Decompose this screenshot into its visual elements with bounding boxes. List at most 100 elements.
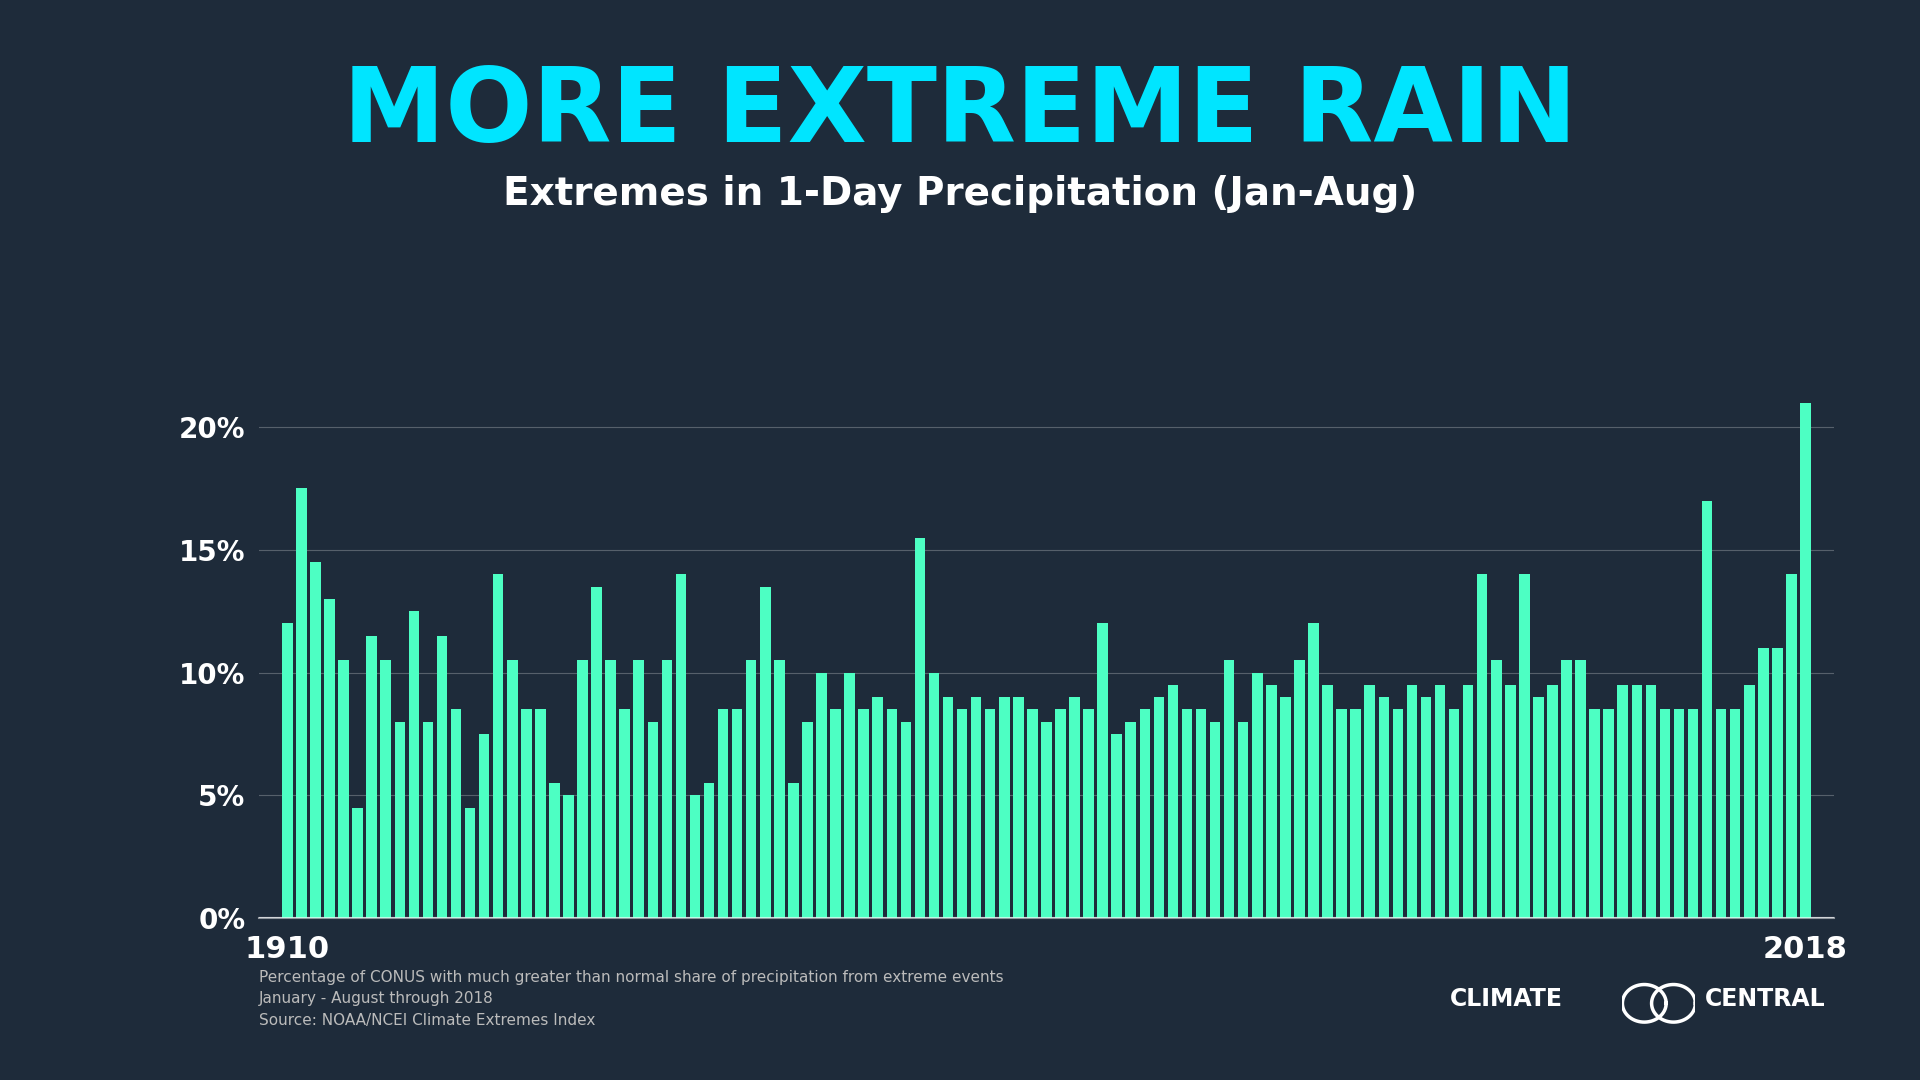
Bar: [1336, 710, 1346, 918]
Bar: [1561, 660, 1572, 918]
Bar: [436, 636, 447, 918]
Bar: [900, 721, 912, 918]
Bar: [1196, 710, 1206, 918]
Text: CENTRAL: CENTRAL: [1705, 987, 1826, 1011]
Bar: [1125, 721, 1137, 918]
Bar: [1379, 697, 1388, 918]
Bar: [1659, 710, 1670, 918]
Bar: [1534, 697, 1544, 918]
Bar: [338, 660, 349, 918]
Bar: [718, 710, 728, 918]
Bar: [816, 673, 828, 918]
Bar: [972, 697, 981, 918]
Bar: [1098, 623, 1108, 918]
Bar: [845, 673, 854, 918]
Bar: [1674, 710, 1684, 918]
Bar: [956, 710, 968, 918]
Bar: [296, 488, 307, 918]
Bar: [1083, 710, 1094, 918]
Bar: [1056, 710, 1066, 918]
Bar: [647, 721, 659, 918]
Bar: [1730, 710, 1740, 918]
Bar: [1463, 685, 1473, 918]
Bar: [520, 710, 532, 918]
Bar: [282, 623, 292, 918]
Bar: [985, 710, 995, 918]
Bar: [1265, 685, 1277, 918]
Text: Source: NOAA/NCEI Climate Extremes Index: Source: NOAA/NCEI Climate Extremes Index: [259, 1013, 595, 1028]
Bar: [563, 795, 574, 918]
Bar: [1548, 685, 1557, 918]
Bar: [998, 697, 1010, 918]
Bar: [465, 808, 476, 918]
Bar: [1167, 685, 1179, 918]
Bar: [662, 660, 672, 918]
Bar: [507, 660, 518, 918]
Bar: [1365, 685, 1375, 918]
Bar: [1519, 575, 1530, 918]
Bar: [634, 660, 643, 918]
Bar: [943, 697, 952, 918]
Bar: [536, 710, 545, 918]
Bar: [409, 611, 419, 918]
Bar: [872, 697, 883, 918]
Bar: [1786, 575, 1797, 918]
Bar: [1223, 660, 1235, 918]
Bar: [1294, 660, 1306, 918]
Bar: [887, 710, 897, 918]
Bar: [1476, 575, 1488, 918]
Bar: [1743, 685, 1755, 918]
Bar: [1574, 660, 1586, 918]
Bar: [324, 599, 334, 918]
Text: Percentage of CONUS with much greater than normal share of precipitation from ex: Percentage of CONUS with much greater th…: [259, 970, 1004, 985]
Bar: [1252, 673, 1263, 918]
Bar: [1069, 697, 1079, 918]
Bar: [311, 562, 321, 918]
Bar: [774, 660, 785, 918]
Bar: [1617, 685, 1628, 918]
Bar: [353, 808, 363, 918]
Bar: [394, 721, 405, 918]
Text: MORE EXTREME RAIN: MORE EXTREME RAIN: [344, 63, 1576, 164]
Bar: [493, 575, 503, 918]
Bar: [478, 734, 490, 918]
Bar: [422, 721, 434, 918]
Bar: [1603, 710, 1615, 918]
Bar: [1027, 710, 1037, 918]
Bar: [1505, 685, 1515, 918]
Bar: [1688, 710, 1699, 918]
Bar: [1210, 721, 1221, 918]
Bar: [605, 660, 616, 918]
Bar: [1392, 710, 1404, 918]
Bar: [578, 660, 588, 918]
Bar: [1590, 710, 1599, 918]
Bar: [1801, 403, 1811, 918]
Bar: [1772, 648, 1782, 918]
Bar: [1701, 501, 1713, 918]
Bar: [1323, 685, 1332, 918]
Bar: [1716, 710, 1726, 918]
Bar: [829, 710, 841, 918]
Bar: [1238, 721, 1248, 918]
Bar: [858, 710, 870, 918]
Bar: [591, 586, 601, 918]
Bar: [1350, 710, 1361, 918]
Text: CLIMATE: CLIMATE: [1450, 987, 1563, 1011]
Bar: [1759, 648, 1768, 918]
Bar: [1308, 623, 1319, 918]
Bar: [787, 783, 799, 918]
Text: Extremes in 1-Day Precipitation (Jan-Aug): Extremes in 1-Day Precipitation (Jan-Aug…: [503, 175, 1417, 214]
Bar: [549, 783, 559, 918]
Bar: [803, 721, 812, 918]
Bar: [367, 636, 376, 918]
Bar: [760, 586, 770, 918]
Bar: [914, 538, 925, 918]
Bar: [380, 660, 392, 918]
Bar: [451, 710, 461, 918]
Bar: [705, 783, 714, 918]
Bar: [1154, 697, 1164, 918]
Bar: [1421, 697, 1430, 918]
Bar: [1450, 710, 1459, 918]
Bar: [620, 710, 630, 918]
Bar: [1112, 734, 1121, 918]
